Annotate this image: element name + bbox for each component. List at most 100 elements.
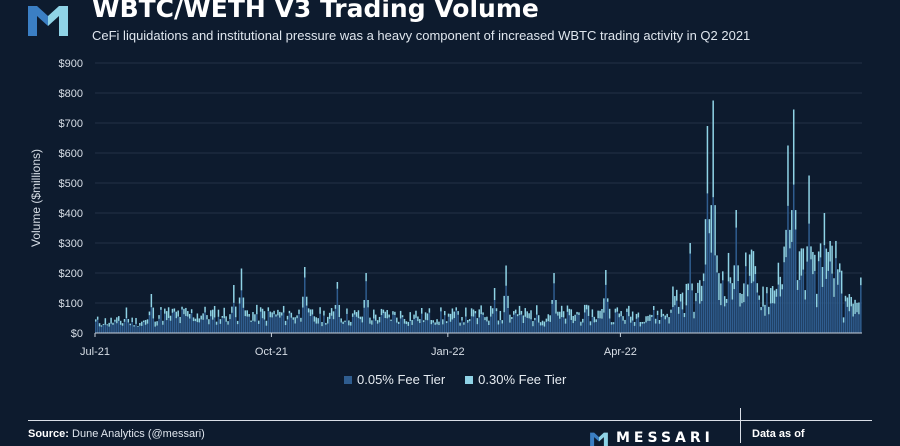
bar-fee-030 <box>794 210 797 230</box>
bar-fee-005 <box>769 303 772 333</box>
bar-fee-030 <box>572 315 574 324</box>
source-value: Dune Analytics (@messari) <box>72 428 205 440</box>
bar-fee-005 <box>175 318 178 333</box>
bar-fee-030 <box>658 320 661 324</box>
bar-fee-005 <box>240 290 243 333</box>
bar-fee-005 <box>846 306 849 333</box>
y-tick-label: $600 <box>59 148 83 160</box>
bar-fee-030 <box>123 318 126 322</box>
bar-fee-005 <box>409 321 411 333</box>
bar-fee-030 <box>513 311 515 315</box>
bar-fee-005 <box>628 316 630 333</box>
bar-fee-005 <box>768 314 770 333</box>
bar-fee-005 <box>476 324 479 333</box>
bar-fee-030 <box>652 306 655 311</box>
bar-fee-005 <box>835 258 837 333</box>
bar-fee-030 <box>340 318 342 323</box>
bar-fee-030 <box>213 305 216 318</box>
bar-fee-005 <box>629 322 632 333</box>
bar-fee-005 <box>574 320 576 333</box>
bar-fee-030 <box>367 300 369 308</box>
bar-fee-005 <box>459 325 461 333</box>
bar-fee-030 <box>560 305 563 318</box>
bar-fee-030 <box>315 317 318 324</box>
bar-fee-005 <box>112 324 114 333</box>
bar-fee-030 <box>357 310 360 319</box>
bar-fee-005 <box>455 310 457 333</box>
bar-fee-030 <box>376 320 379 324</box>
bar-fee-030 <box>413 314 415 319</box>
bar-fee-030 <box>217 309 220 317</box>
bar-fee-005 <box>330 315 333 333</box>
bar-fee-030 <box>666 313 668 318</box>
bar-fee-005 <box>806 261 808 333</box>
bar-fee-005 <box>256 314 258 333</box>
bar-fee-030 <box>838 263 841 273</box>
bar-fee-005 <box>578 315 580 333</box>
bar-fee-005 <box>802 269 805 333</box>
bar-fee-005 <box>445 323 448 333</box>
bar-fee-005 <box>311 314 314 333</box>
bar-fee-005 <box>208 324 210 333</box>
bar-fee-030 <box>670 309 672 313</box>
bar-fee-005 <box>662 315 665 333</box>
bar-fee-005 <box>503 312 505 333</box>
bar-fee-005 <box>139 325 141 333</box>
bar-fee-005 <box>595 322 597 333</box>
bar-fee-030 <box>236 320 239 325</box>
bar-fee-030 <box>829 241 831 262</box>
bar-fee-030 <box>405 321 408 325</box>
bar-fee-005 <box>317 323 319 333</box>
bar-fee-030 <box>384 311 387 319</box>
bar-fee-005 <box>683 317 686 333</box>
bar-fee-005 <box>213 317 216 333</box>
bar-fee-030 <box>854 299 856 314</box>
bar-fee-030 <box>240 268 243 291</box>
bar-fee-005 <box>635 318 638 333</box>
bar-fee-030 <box>342 321 344 325</box>
bar-fee-005 <box>522 323 525 333</box>
bar-fee-030 <box>748 254 751 276</box>
bar-fee-030 <box>589 321 592 326</box>
bar-fee-005 <box>854 313 856 333</box>
bar-fee-030 <box>328 312 331 319</box>
bar-fee-030 <box>369 317 371 324</box>
bar-fee-030 <box>484 317 486 321</box>
bar-fee-030 <box>277 309 279 316</box>
bar-fee-030 <box>426 313 429 321</box>
bar-fee-005 <box>823 245 826 333</box>
bar-fee-030 <box>750 249 753 284</box>
bar-fee-030 <box>741 293 743 304</box>
bar-fee-030 <box>219 319 222 324</box>
bar-fee-005 <box>470 316 473 333</box>
bar-fee-030 <box>409 312 411 322</box>
bar-fee-005 <box>192 321 195 333</box>
bar-fee-030 <box>833 278 835 297</box>
bar-fee-030 <box>608 308 611 319</box>
bar-fee-030 <box>154 321 156 327</box>
bar-fee-005 <box>363 307 365 333</box>
bar-fee-030 <box>286 315 289 320</box>
bar-fee-030 <box>532 321 534 327</box>
bar-fee-030 <box>116 317 118 324</box>
bar-fee-030 <box>603 298 605 313</box>
bar-fee-030 <box>514 309 517 314</box>
bar-fee-005 <box>344 322 346 333</box>
bar-fee-005 <box>219 323 222 333</box>
bar-fee-005 <box>420 313 423 333</box>
bar-fee-005 <box>196 322 199 333</box>
bar-fee-005 <box>173 311 176 333</box>
bar-fee-005 <box>781 289 783 333</box>
bar-fee-005 <box>691 290 693 333</box>
bar-fee-005 <box>583 312 586 333</box>
bar-fee-030 <box>259 307 262 312</box>
bar-fee-030 <box>733 265 736 290</box>
bar-fee-005 <box>585 309 588 333</box>
bar-fee-030 <box>434 322 436 325</box>
bar-fee-030 <box>175 311 178 319</box>
bar-fee-005 <box>338 317 341 333</box>
bar-fee-030 <box>292 317 294 320</box>
bar-fee-005 <box>597 318 599 333</box>
bar-fee-030 <box>169 315 172 321</box>
bar-fee-005 <box>428 312 431 333</box>
